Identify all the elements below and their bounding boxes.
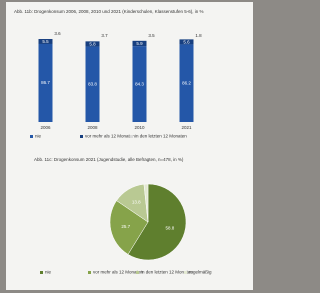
- legend-swatch: [184, 271, 187, 274]
- value-label: 84.3: [135, 81, 144, 86]
- value-label: 13.8: [132, 200, 141, 205]
- chart-title: Abb. 11c: Drogenkonsum 2021 (Jugendstudi…: [34, 157, 184, 162]
- legend-swatch: [136, 271, 139, 274]
- chart-title: Abb. 11b: Drogenkonsum 2006, 2008, 2010 …: [14, 9, 204, 14]
- x-tick-label: 2008: [87, 125, 98, 130]
- value-label: 5.9: [136, 41, 143, 46]
- legend-label: in den letzten 12 Monaten: [135, 134, 187, 139]
- legend-label: nie: [45, 270, 52, 275]
- legend-swatch: [40, 271, 43, 274]
- value-label: 3.7: [101, 33, 108, 38]
- page: Abb. 11b: Drogenkonsum 2006, 2008, 2010 …: [0, 0, 320, 293]
- value-label: 25.7: [121, 224, 130, 229]
- value-label: 5.8: [89, 42, 96, 47]
- legend-label: vor mehr als 12 Monaten: [93, 270, 143, 275]
- legend-label: vor mehr als 12 Monaten: [85, 134, 135, 139]
- value-label: 58.8: [166, 225, 175, 230]
- legend-swatch: [80, 135, 83, 138]
- legend-label: nie: [35, 134, 42, 139]
- value-label: 1.8: [195, 33, 202, 38]
- x-tick-label: 2021: [181, 125, 192, 130]
- value-label: 83.8: [88, 81, 97, 86]
- x-tick-label: 2010: [134, 125, 145, 130]
- legend-label: regelmäßig: [189, 270, 212, 275]
- legend-swatch: [30, 135, 33, 138]
- legend-swatch: [88, 271, 91, 274]
- value-label: 3.6: [54, 31, 61, 36]
- value-label: 3.5: [148, 33, 155, 38]
- value-label: 86.2: [182, 80, 191, 85]
- value-label: 5.6: [183, 40, 190, 45]
- value-label: 5.5: [42, 39, 49, 44]
- x-tick-label: 2006: [40, 125, 51, 130]
- legend-swatch: [130, 135, 133, 138]
- value-label: 86.7: [41, 80, 50, 85]
- chart: Abb. 11b: Drogenkonsum 2006, 2008, 2010 …: [0, 0, 259, 293]
